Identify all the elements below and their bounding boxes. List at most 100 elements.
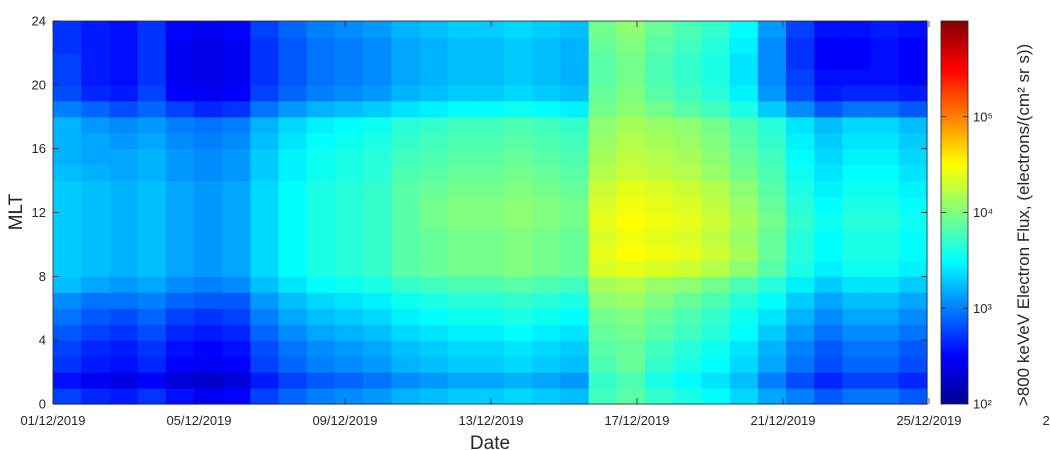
heatmap-cell [560,100,590,118]
heatmap-cell [53,212,82,230]
heatmap-cell [842,180,872,198]
heatmap-cell [109,292,139,309]
heatmap-cell [193,340,223,357]
heatmap-cell [588,356,618,373]
heatmap-cell [588,260,618,277]
heatmap-cell [701,244,731,261]
heatmap-cell [447,100,477,118]
heatmap-cell [729,52,759,70]
heatmap-cell [419,228,449,246]
heatmap-cell [334,260,364,277]
heatmap-cell [306,21,336,38]
heatmap-cell [588,84,618,102]
heatmap-cell [81,52,110,70]
heatmap-cell [616,388,646,405]
heatmap-cell [334,356,364,373]
heatmap-cell [560,180,590,198]
heatmap-cell [109,148,139,166]
heatmap-cell [165,52,195,70]
heatmap-cell [363,260,392,277]
heatmap-cell [447,164,477,182]
heatmap-cell [222,276,251,293]
heatmap-cell [391,276,421,293]
heatmap-cell [701,36,731,54]
heatmap-cell [560,356,590,373]
heatmap-cell [898,388,928,405]
heatmap-cell [673,196,703,214]
heatmap-cell [504,356,533,373]
heatmap-cell [81,244,110,261]
heatmap-cell [814,52,844,70]
heatmap-cell [137,68,167,86]
heatmap-cell [81,100,110,118]
heatmap-cell [447,52,477,70]
heatmap-cell [306,388,336,405]
heatmap-cell [870,212,900,230]
heatmap-cell [53,148,82,166]
heatmap-cell [588,164,618,182]
heatmap-cell [504,164,533,182]
heatmap-cell [419,276,449,293]
heatmap-cell [278,260,308,277]
heatmap-cell [701,292,731,309]
heatmap-cell [306,68,336,86]
heatmap-cell [391,372,421,389]
heatmap-cell [222,132,251,150]
heatmap-cell [616,164,646,182]
heatmap-cell [222,196,251,214]
heatmap-cell [193,180,223,198]
heatmap-cell [53,196,82,214]
heatmap-cell [842,308,872,325]
heatmap-cell [475,212,505,230]
heatmap-cell [560,21,590,38]
heatmap-cell [757,244,787,261]
heatmap-cell [475,308,505,325]
heatmap-cell [504,212,533,230]
heatmap-cell [701,116,731,134]
heatmap-cell [447,116,477,134]
heatmap-cell [306,180,336,198]
heatmap-cell [363,244,392,261]
heatmap-cell [786,180,815,198]
heatmap-cell [306,260,336,277]
heatmap-cell [532,21,562,38]
heatmap-cell [137,388,167,405]
heatmap-cell [165,132,195,150]
heatmap-cell [504,244,533,261]
heatmap-cell [475,21,505,38]
heatmap-cell [814,308,844,325]
heatmap-cell [645,228,674,246]
heatmap-cell [447,36,477,54]
heatmap-cell [306,292,336,309]
heatmap-cell [645,260,674,277]
heatmap-cell [645,292,674,309]
heatmap-cell [475,52,505,70]
colorbar-tick-label: 10⁴ [973,205,993,220]
heatmap-cell [588,52,618,70]
y-tick-label: 8 [39,269,46,284]
heatmap-cell [334,84,364,102]
heatmap-cell [306,196,336,214]
heatmap-cell [475,148,505,166]
heatmap-cell [616,84,646,102]
heatmap-cell [306,84,336,102]
heatmap-cell [334,292,364,309]
heatmap-cell [673,244,703,261]
heatmap-cell [222,228,251,246]
heatmap-cell [842,100,872,118]
heatmap-cell [475,340,505,357]
heatmap-cell [419,244,449,261]
heatmap-cell [814,148,844,166]
heatmap-cell [757,340,787,357]
heatmap-cell [391,116,421,134]
heatmap-cell [419,340,449,357]
heatmap-cell [222,36,251,54]
heatmap-cell [250,308,280,325]
heatmap-cell [109,212,139,230]
heatmap-cell [391,196,421,214]
heatmap-cell [391,68,421,86]
heatmap-cell [504,196,533,214]
heatmap-cell [222,388,251,405]
heatmap-cell [419,196,449,214]
heatmap-cell [334,324,364,341]
